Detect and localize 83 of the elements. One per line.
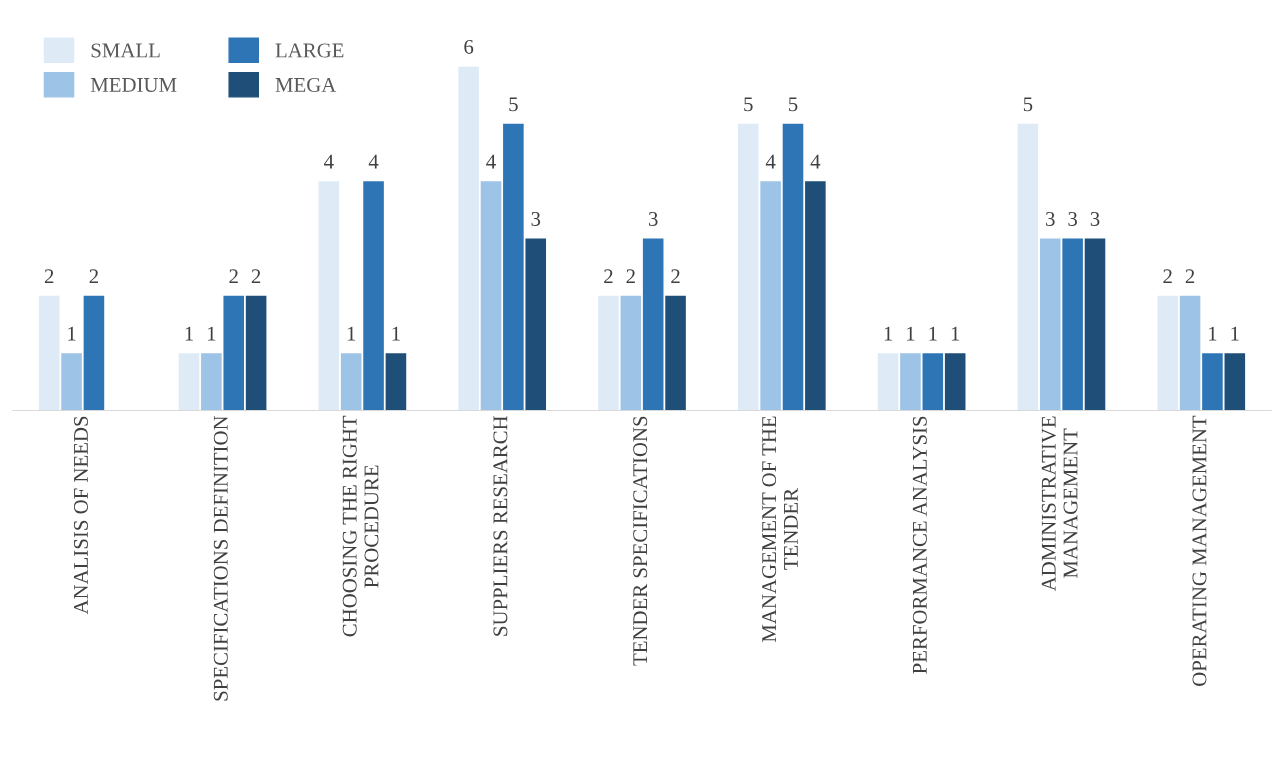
data-label: 2 xyxy=(1185,269,1195,284)
bar xyxy=(201,353,222,411)
data-label: 3 xyxy=(531,211,541,226)
bar xyxy=(900,353,921,411)
data-label: 5 xyxy=(1023,97,1033,112)
bar xyxy=(318,181,340,411)
x-tick-label: MANAGEMENT OF THE TENDER xyxy=(762,416,798,643)
data-label: 2 xyxy=(229,269,238,284)
bar xyxy=(877,353,899,411)
data-label: 3 xyxy=(1068,211,1078,226)
bar xyxy=(1062,238,1083,411)
data-label: 1 xyxy=(929,326,937,341)
data-label: 6 xyxy=(464,39,474,54)
data-label: 2 xyxy=(604,269,613,284)
data-label: 4 xyxy=(810,154,821,169)
bar xyxy=(83,295,105,411)
data-label: 3 xyxy=(648,211,658,226)
data-label: 4 xyxy=(324,154,334,169)
x-tick-label: SPECIFICATIONS DEFINITION xyxy=(213,415,228,701)
x-tick-label: SUPPLIERS RESEARCH xyxy=(493,416,508,636)
bar xyxy=(1157,295,1178,411)
x-tick-label: TENDER SPECIFICATIONS xyxy=(633,416,648,666)
bar xyxy=(1017,123,1039,411)
x-tick-label: CHOOSING THE RIGHT PROCEDURE xyxy=(342,415,379,637)
bar xyxy=(782,123,804,411)
data-label: 5 xyxy=(509,97,518,112)
bar xyxy=(223,295,245,411)
bar xyxy=(760,181,781,411)
bar xyxy=(1224,353,1246,411)
data-label: 1 xyxy=(907,326,915,341)
data-label: 5 xyxy=(744,97,753,112)
legend-label: LARGE xyxy=(275,43,344,58)
data-label: 2 xyxy=(251,269,261,284)
bar xyxy=(458,66,479,411)
bar xyxy=(38,295,60,411)
bar xyxy=(363,181,384,411)
bar xyxy=(1179,295,1201,411)
data-label: 1 xyxy=(347,326,356,341)
data-label: 2 xyxy=(671,269,680,284)
bar xyxy=(805,181,826,411)
legend-label: MEDIUM xyxy=(90,78,177,92)
data-label: 2 xyxy=(1163,269,1172,284)
bar xyxy=(944,353,966,411)
data-label: 2 xyxy=(89,269,98,284)
bar xyxy=(620,295,642,411)
data-label: 1 xyxy=(1231,326,1239,341)
data-label: 4 xyxy=(765,154,776,169)
data-label: 2 xyxy=(626,269,635,284)
data-label: 4 xyxy=(486,154,496,169)
bar xyxy=(525,238,547,411)
bar xyxy=(642,238,664,411)
x-tick-label: OPERATING MANAGEMENT xyxy=(1192,415,1207,686)
data-label: 1 xyxy=(392,326,400,341)
legend-label: SMALL xyxy=(91,43,160,58)
bar xyxy=(245,295,267,411)
bar xyxy=(1202,353,1223,411)
data-label: 1 xyxy=(1209,326,1217,341)
bar xyxy=(598,295,619,411)
bar xyxy=(178,353,200,411)
data-label: 1 xyxy=(951,326,960,341)
x-tick-label: PERFORMANCE ANALYSIS xyxy=(912,416,927,674)
bar xyxy=(503,123,524,411)
data-label: 3 xyxy=(1046,211,1055,226)
bar xyxy=(665,295,686,411)
bar xyxy=(1039,238,1061,411)
data-label: 1 xyxy=(185,326,193,341)
data-label: 2 xyxy=(44,269,54,284)
bar xyxy=(922,353,944,411)
data-label: 1 xyxy=(68,326,76,341)
x-tick-label: ADMINISTRATIVE MANAGEMENT xyxy=(1041,416,1078,592)
bar xyxy=(480,181,502,411)
x-tick-label: ANALISIS OF NEEDS xyxy=(73,416,88,615)
data-label: 4 xyxy=(368,154,379,169)
bar xyxy=(737,123,759,411)
bar xyxy=(385,353,407,411)
bar xyxy=(1084,238,1106,411)
bar xyxy=(340,353,362,411)
data-label: 3 xyxy=(1090,211,1100,226)
legend-label: MEGA xyxy=(275,77,337,92)
data-label: 1 xyxy=(208,326,216,341)
data-label: 1 xyxy=(884,326,893,341)
data-label: 5 xyxy=(789,97,798,112)
bar xyxy=(61,353,82,411)
